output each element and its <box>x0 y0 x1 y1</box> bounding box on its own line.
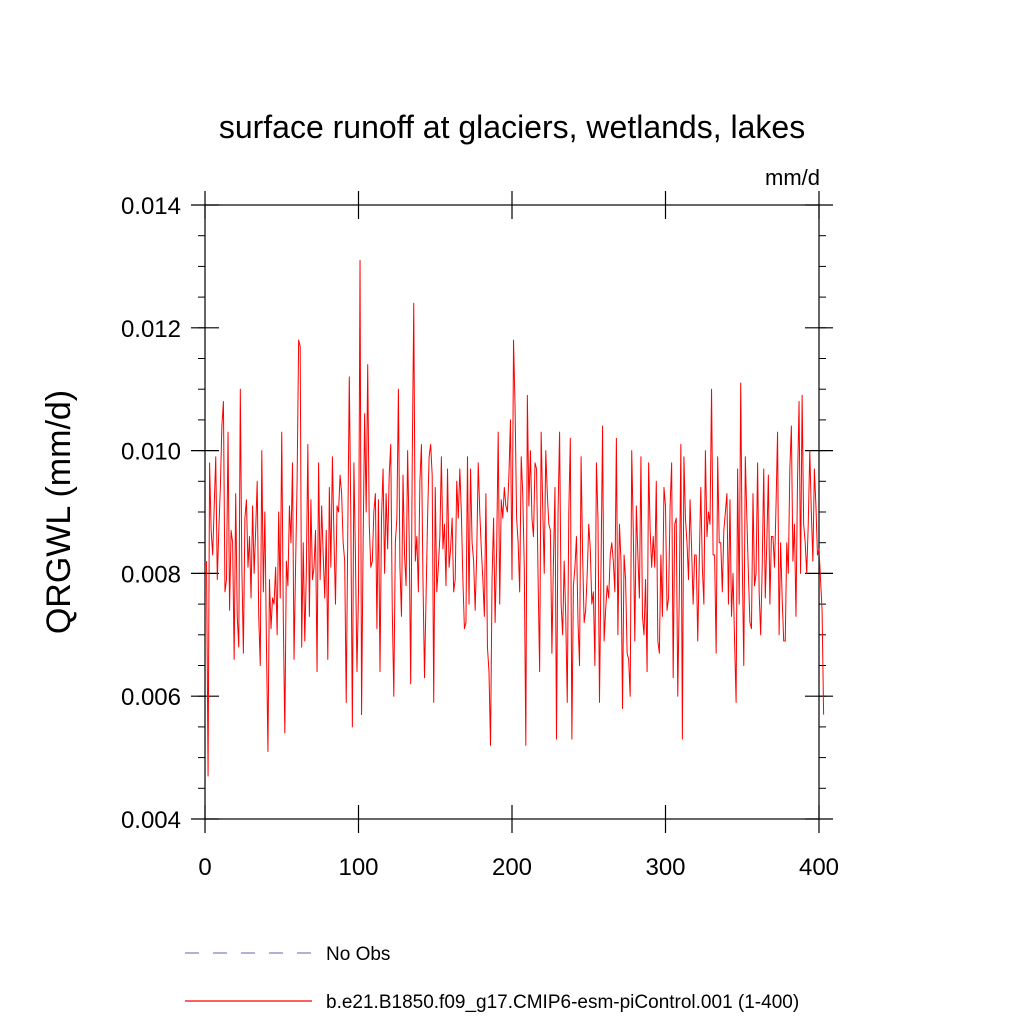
x-tick-label: 100 <box>338 854 378 881</box>
x-tick-label: 300 <box>645 854 685 881</box>
x-tick-label: 200 <box>492 854 532 881</box>
y-tick-label: 0.008 <box>121 561 181 588</box>
y-tick-label: 0.014 <box>121 193 181 220</box>
x-tick-label: 0 <box>198 854 211 881</box>
y-tick-label: 0.006 <box>121 684 181 711</box>
x-tick-label: 400 <box>799 854 839 881</box>
y-tick-label: 0.012 <box>121 316 181 343</box>
legend: No Obs b.e21.B1850.f09_g17.CMIP6-esm-piC… <box>185 944 799 1013</box>
chart-title: surface runoff at glaciers, wetlands, la… <box>219 109 805 145</box>
legend-label-no-obs: No Obs <box>326 944 390 965</box>
y-tick-label: 0.004 <box>121 807 181 834</box>
series-layer <box>206 259 825 777</box>
series-line-1 <box>206 259 825 777</box>
y-axis-label: QRGWL (mm/d) <box>40 390 78 634</box>
y-tick-label: 0.010 <box>121 439 181 466</box>
x-axis: 0 100 200 300 400 <box>198 191 839 881</box>
units-label: mm/d <box>765 165 820 190</box>
legend-label-model: b.e21.B1850.f09_g17.CMIP6-esm-piControl.… <box>326 992 799 1013</box>
